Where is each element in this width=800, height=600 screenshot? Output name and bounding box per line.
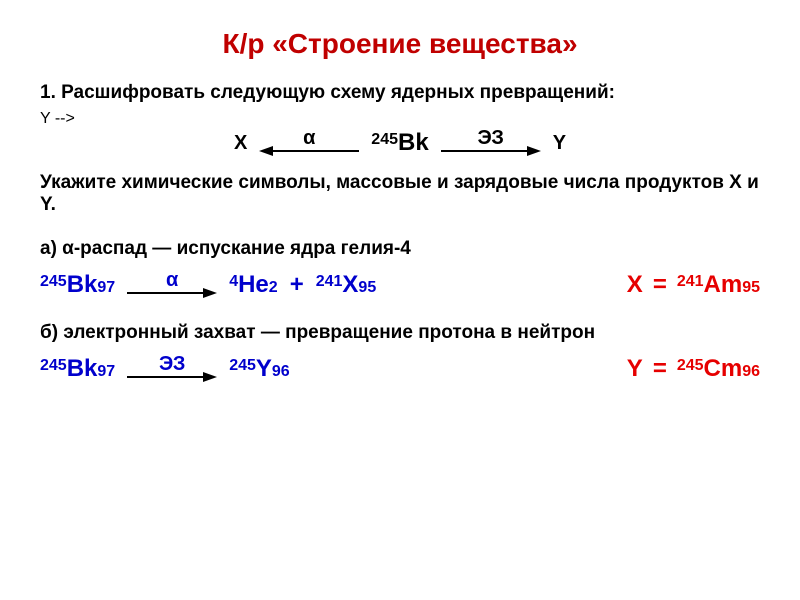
scheme-left: X [234, 132, 247, 155]
b-p1-sym: Y [256, 355, 272, 383]
a-result-rhs-pre: 241 [677, 273, 704, 291]
arrow-left-icon [259, 144, 359, 158]
b-p1-pre: 245 [229, 357, 256, 375]
b-result-eq: = [653, 355, 667, 383]
page-title: К/р «Строение вещества» [40, 28, 760, 60]
nuclear-scheme: X α 245 Bk ЭЗ Y [40, 128, 760, 158]
arrow-left-wrap: α [259, 128, 359, 158]
a-result-lhs: X [627, 271, 643, 299]
scheme-center: 245 Bk [371, 129, 428, 157]
a-p2-post: 95 [358, 279, 376, 297]
scheme-center-mass: 245 [371, 131, 398, 149]
b-result-rhs-pre: 245 [677, 357, 704, 375]
a-result-rhs-sym: Am [704, 271, 743, 299]
b-lhs-sym: Bk [67, 355, 98, 383]
b-result: Y = 245 Cm 96 [627, 355, 760, 383]
b-result-rhs: 245 Cm 96 [677, 355, 760, 383]
question-1-text: 1. Расшифровать следующую схему ядерных … [40, 82, 760, 104]
b-arrow-icon [127, 370, 217, 384]
a-p1-post: 2 [269, 279, 278, 297]
a-p2: 241 X 95 [316, 271, 377, 299]
a-arrow-icon [127, 286, 217, 300]
b-lhs-pre: 245 [40, 357, 67, 375]
b-p1-post: 96 [272, 363, 290, 381]
b-p1: 245 Y 96 [229, 355, 290, 383]
part-b-label: б) электронный захват — превращение прот… [40, 322, 760, 344]
part-b-equation: 245 Bk 97 ЭЗ 245 Y 96 Y = 245 Cm 96 [40, 354, 760, 384]
a-arrow-wrap: α [127, 270, 217, 300]
a-p1-pre: 4 [229, 273, 238, 291]
a-p1: 4 He 2 [229, 271, 278, 299]
a-p2-sym: X [342, 271, 358, 299]
arrow-right-icon [441, 144, 541, 158]
a-lhs-pre: 245 [40, 273, 67, 291]
b-lhs: 245 Bk 97 [40, 355, 115, 383]
a-lhs-sym: Bk [67, 271, 98, 299]
a-result: X = 241 Am 95 [627, 271, 760, 299]
a-lhs-post: 97 [97, 279, 115, 297]
b-arrow-wrap: ЭЗ [127, 354, 217, 384]
b-result-rhs-post: 96 [742, 363, 760, 381]
a-plus: + [290, 271, 304, 299]
part-a-label: а) α-распад — испускание ядра гелия-4 [40, 238, 760, 260]
scheme-center-sym: Bk [398, 129, 429, 157]
b-lhs-post: 97 [97, 363, 115, 381]
a-result-eq: = [653, 271, 667, 299]
a-result-rhs: 241 Am 95 [677, 271, 760, 299]
b-result-rhs-sym: Cm [704, 355, 743, 383]
a-result-rhs-post: 95 [742, 279, 760, 297]
a-lhs: 245 Bk 97 [40, 271, 115, 299]
part-a-equation: 245 Bk 97 α 4 He 2 + 241 X 95 X = 241 Am… [40, 270, 760, 300]
arrow-right-wrap: ЭЗ [441, 128, 541, 158]
b-result-lhs: Y [627, 355, 643, 383]
a-p1-sym: He [238, 271, 269, 299]
a-p2-pre: 241 [316, 273, 343, 291]
question-1-explain: Укажите химические символы, массовые и з… [40, 172, 760, 216]
scheme-right: Y [553, 132, 566, 155]
